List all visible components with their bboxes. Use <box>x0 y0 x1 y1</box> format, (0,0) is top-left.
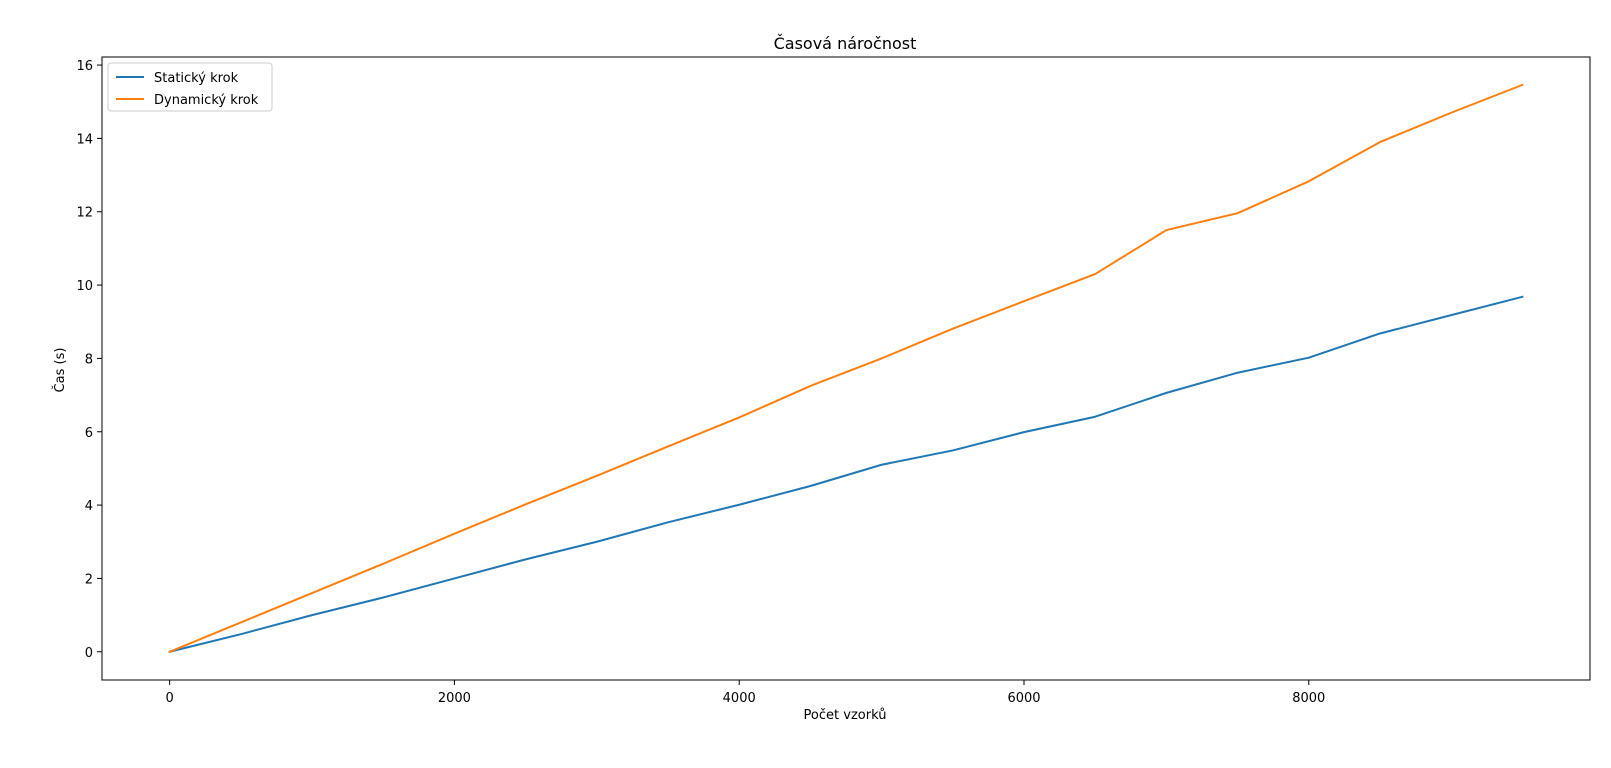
y-tick-label-2: 4 <box>85 499 93 514</box>
y-tick-label-5: 10 <box>76 279 93 294</box>
legend-label-0: Statický krok <box>154 71 239 86</box>
y-tick-label-1: 2 <box>85 572 93 587</box>
plot-lines <box>168 83 1524 654</box>
y-tick-label-7: 14 <box>76 132 93 147</box>
x-tick-label-2: 4000 <box>723 691 756 706</box>
y-tick-label-0: 0 <box>85 646 93 661</box>
y-tick-label-4: 8 <box>85 352 93 367</box>
x-tick-label-3: 6000 <box>1007 691 1040 706</box>
y-axis-label: Čas (s) <box>52 348 68 393</box>
series-line-1 <box>168 83 1524 654</box>
legend-box <box>107 62 273 112</box>
legend: Statický krok Dynamický krok <box>107 62 273 112</box>
series-line-0 <box>168 295 1524 653</box>
x-axis-ticks: 0 2000 4000 6000 8000 <box>165 680 1325 706</box>
y-tick-label-3: 6 <box>85 426 93 441</box>
chart-title: Časová náročnost <box>774 34 917 53</box>
x-axis-label: Počet vzorků <box>804 708 887 723</box>
y-axis-ticks: 0 2 4 6 8 10 12 14 16 <box>76 59 102 661</box>
x-tick-label-4: 8000 <box>1292 691 1325 706</box>
x-tick-label-0: 0 <box>165 691 173 706</box>
y-tick-label-6: 12 <box>76 206 93 221</box>
y-tick-label-8: 16 <box>76 59 93 74</box>
plot-area-frame <box>101 56 1591 681</box>
x-tick-label-1: 2000 <box>438 691 471 706</box>
legend-label-1: Dynamický krok <box>154 93 259 108</box>
